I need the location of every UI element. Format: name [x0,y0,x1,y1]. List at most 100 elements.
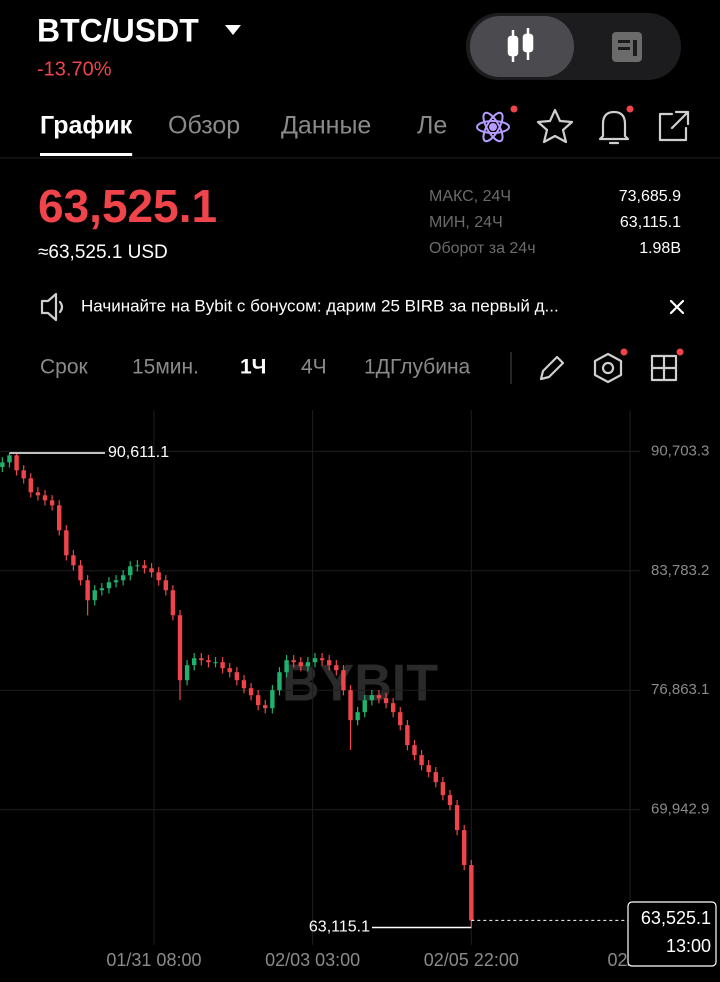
x-tick-label: 02/03 03:00 [265,950,360,970]
candlestick-chart: BYBIT 90,703.3 83,783.2 76,863.1 69,942.9 01/… [0,410,717,970]
candle-body [28,478,33,493]
countdown: 13:00 [666,936,711,956]
stat-label: МАКС, 24Ч [429,188,511,205]
banner-close[interactable] [669,299,685,315]
settings-icon[interactable] [593,352,623,384]
candle-body [390,703,396,713]
candle-body [334,665,339,671]
candle-body [270,690,275,709]
x-tick-label: 02/05 22:00 [424,950,519,970]
alert-icon[interactable] [598,110,630,145]
watermark: BYBIT [282,655,438,713]
candle-body [35,492,41,496]
candle-body [355,712,360,721]
interval-option[interactable]: Срок [40,356,89,379]
candle-body [348,690,353,721]
tab[interactable]: Обзор [168,112,240,140]
candle-body [241,680,247,689]
candle-body [462,830,467,866]
stat-value: 1.98B [639,240,681,257]
candle-body [199,658,204,661]
badge [510,105,518,113]
candle-body [163,580,168,591]
interval-option[interactable]: 1Ч [240,356,266,379]
layout-icon[interactable] [650,354,678,382]
candle-body [7,455,12,463]
badge [626,105,634,113]
candle-view-button[interactable] [470,16,574,77]
candle-body [312,658,318,663]
candle-body [227,668,232,673]
candle-body [106,582,112,589]
candle-body [14,455,19,471]
candle-body [170,590,176,616]
y-tick-label: 69,942.9 [651,801,709,818]
candle-body [255,695,261,706]
candle-body [469,865,474,921]
badge [676,348,684,356]
candle-body [234,672,240,681]
candle-body [412,745,417,756]
tab[interactable]: Ле [417,112,447,140]
ai-icon[interactable] [476,110,510,144]
candle-body [248,688,254,696]
y-tick-label: 90,703.3 [651,442,709,459]
last-price: 63,525.1 [38,180,217,232]
candle-body [42,495,48,501]
candle-body [291,660,296,663]
candle-body [341,670,346,691]
interval-option[interactable]: Глубина [390,356,471,379]
interval-option[interactable]: 4Ч [301,356,327,379]
candle-body [383,698,389,704]
info-view-button[interactable] [612,32,642,62]
tab[interactable]: Данные [281,112,371,140]
candle-body [284,660,289,673]
usd-price: ≈63,525.1 USD [38,242,168,263]
last-price-tag [627,901,717,967]
tab[interactable]: График [40,112,133,140]
candle-body [263,705,268,709]
stat-label: МИН, 24Ч [429,214,503,231]
candle-body [128,566,133,576]
candle-body [21,470,26,479]
candle-body [454,805,460,831]
low-marker-label: 63,115.1 [309,919,370,936]
candle-body [298,662,303,667]
candle-body [85,580,90,601]
candle-body [184,665,190,681]
badge [620,348,628,356]
favorite-icon[interactable] [536,108,574,144]
y-tick-label: 76,863.1 [651,681,709,698]
candle-body [440,782,446,796]
candle-body [277,672,282,691]
candle-body [405,725,410,746]
x-tick-label: 01/31 08:00 [106,950,201,970]
pair-dropdown[interactable] [225,25,241,35]
candle-body [327,660,332,666]
draw-icon[interactable] [539,355,565,381]
interval-option[interactable]: 15мин. [132,356,199,379]
candle-body [120,575,126,581]
speaker-icon [40,292,64,322]
candle-body [99,588,105,591]
pair[interactable]: BTC/USDT [37,12,199,48]
candle-body [149,568,154,573]
banner-text[interactable]: Начинайте на Bybit с бонусом: дарим 25 B… [81,296,559,315]
candle-body [220,662,225,669]
candle-body [64,530,69,556]
candle-body [156,572,161,581]
candle-body [135,565,140,567]
last-price-label: 63,525.1 [641,908,711,928]
candle-body [71,555,76,566]
candle-body [419,755,424,766]
candle-body [426,765,431,773]
interval-option[interactable]: 1Д [364,356,390,379]
candle-body [78,565,83,581]
share-icon[interactable] [658,110,690,142]
candle-body [206,660,211,663]
candle-body [369,695,375,701]
candle-body [433,772,438,783]
